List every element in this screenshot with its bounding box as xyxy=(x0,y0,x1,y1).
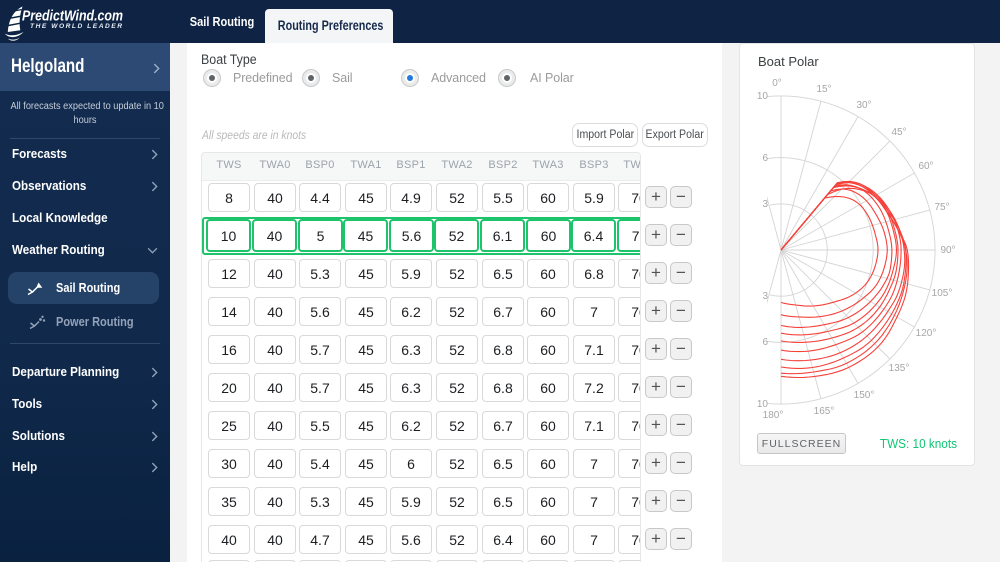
svg-text:10: 10 xyxy=(757,399,769,410)
svg-text:0°: 0° xyxy=(772,78,782,89)
svg-text:3: 3 xyxy=(762,291,768,302)
svg-text:30°: 30° xyxy=(856,100,871,111)
svg-text:165°: 165° xyxy=(814,406,835,417)
svg-text:15°: 15° xyxy=(816,84,831,95)
svg-text:150°: 150° xyxy=(854,390,875,401)
svg-text:75°: 75° xyxy=(934,202,949,213)
svg-text:45°: 45° xyxy=(891,127,906,138)
svg-text:6: 6 xyxy=(762,337,768,348)
svg-text:10: 10 xyxy=(757,91,769,102)
svg-text:60°: 60° xyxy=(918,161,933,172)
svg-text:3: 3 xyxy=(762,199,768,210)
svg-text:105°: 105° xyxy=(932,288,953,299)
svg-text:6: 6 xyxy=(762,153,768,164)
svg-text:90°: 90° xyxy=(940,245,955,256)
svg-text:PredictWind.com: PredictWind.com xyxy=(22,9,123,25)
svg-text:120°: 120° xyxy=(916,328,937,339)
svg-text:180°: 180° xyxy=(763,410,784,421)
svg-text:135°: 135° xyxy=(889,363,910,374)
